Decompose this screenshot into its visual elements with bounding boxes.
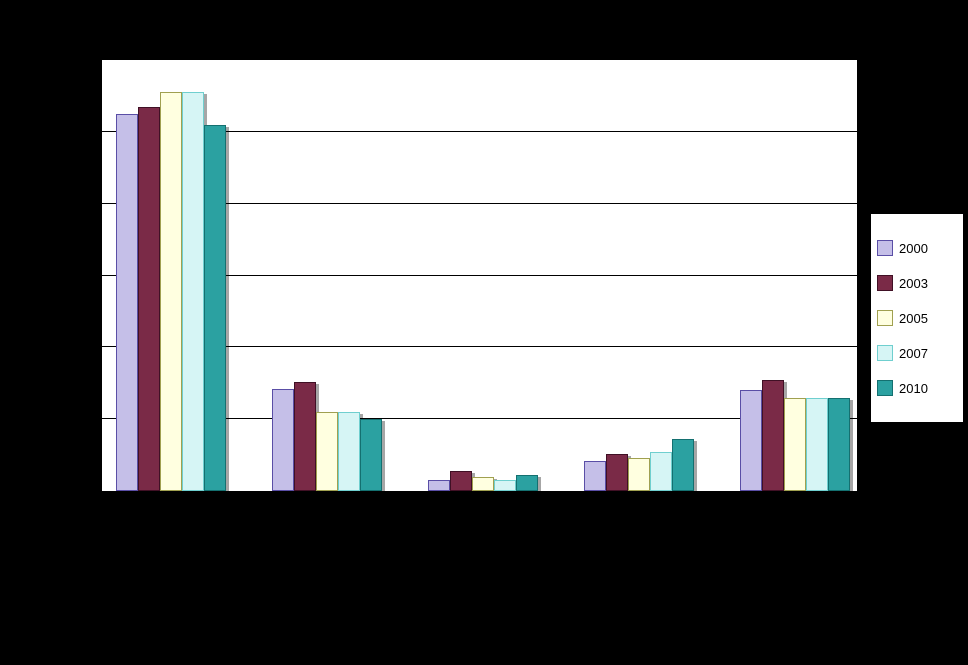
legend-swatch	[877, 345, 893, 361]
bar	[762, 380, 784, 491]
bar-group	[116, 60, 226, 491]
bar	[272, 389, 294, 491]
bar	[472, 477, 494, 491]
bar	[828, 398, 850, 491]
bar	[806, 398, 828, 491]
bar	[116, 114, 138, 491]
bar-group	[428, 60, 538, 491]
legend-label: 2000	[899, 241, 928, 256]
bar	[740, 390, 762, 491]
bar	[294, 382, 316, 491]
bar	[160, 92, 182, 491]
bar	[316, 412, 338, 491]
bar	[584, 461, 606, 491]
chart-plot-area	[101, 60, 857, 492]
bar	[138, 107, 160, 491]
bar-group	[740, 60, 850, 491]
legend-swatch	[877, 275, 893, 291]
bar	[450, 471, 472, 491]
bar	[784, 398, 806, 491]
bar	[628, 458, 650, 491]
bar	[650, 452, 672, 492]
legend-item: 2000	[877, 237, 957, 259]
legend-item: 2003	[877, 272, 957, 294]
bar	[494, 480, 516, 491]
bar	[516, 475, 538, 491]
bar-group	[584, 60, 694, 491]
legend-label: 2010	[899, 381, 928, 396]
legend: 2000 2003 2005 2007 2010	[870, 213, 964, 423]
bar	[672, 439, 694, 491]
legend-item: 2007	[877, 342, 957, 364]
bar	[182, 92, 204, 491]
bar	[606, 454, 628, 491]
legend-item: 2010	[877, 377, 957, 399]
legend-label: 2005	[899, 311, 928, 326]
bar-group	[272, 60, 382, 491]
bar	[338, 412, 360, 491]
legend-swatch	[877, 240, 893, 256]
bar	[204, 125, 226, 491]
legend-label: 2003	[899, 276, 928, 291]
bar	[428, 480, 450, 491]
legend-label: 2007	[899, 346, 928, 361]
bar	[360, 419, 382, 491]
legend-swatch	[877, 380, 893, 396]
legend-item: 2005	[877, 307, 957, 329]
legend-swatch	[877, 310, 893, 326]
